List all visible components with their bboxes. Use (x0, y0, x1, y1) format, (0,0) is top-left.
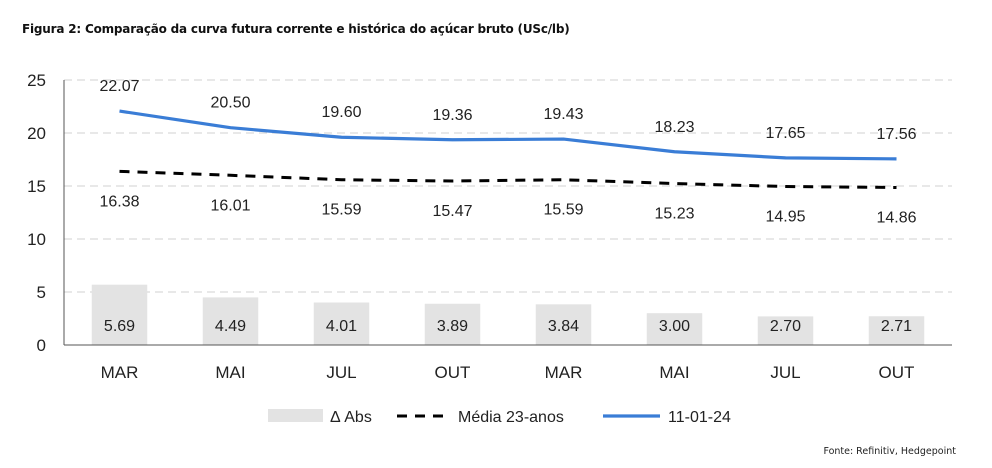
x-tick-label: OUT (879, 363, 915, 382)
avg-value-label: 14.95 (765, 209, 805, 226)
avg-value-label: 15.23 (654, 206, 694, 223)
current-value-label: 17.65 (765, 125, 805, 142)
y-tick-label: 0 (37, 336, 46, 355)
y-tick-label: 25 (27, 71, 46, 90)
x-tick-label: MAI (215, 363, 245, 382)
bar-series (91, 284, 925, 345)
legend-label: Média 23-anos (458, 409, 564, 426)
bar (535, 304, 592, 345)
y-tick-label: 15 (27, 177, 46, 196)
y-tick-label: 20 (27, 124, 46, 143)
bar-value-label: 5.69 (104, 318, 135, 335)
bar-value-label: 4.01 (326, 318, 357, 335)
bar (646, 313, 703, 345)
legend-label: 11-01-24 (668, 409, 731, 426)
bar-value-label: 2.70 (770, 318, 801, 335)
avg-value-label: 16.38 (99, 193, 139, 210)
y-axis-ticks: 0 5 10 15 20 25 (27, 71, 46, 355)
bar (868, 316, 925, 345)
x-tick-label: MAR (545, 363, 583, 382)
avg-value-label: 14.86 (876, 209, 916, 226)
x-tick-label: JUL (770, 363, 800, 382)
x-axis-ticks: MAR MAI JUL OUT MAR MAI JUL OUT (101, 363, 915, 382)
current-value-label: 20.50 (210, 95, 250, 112)
avg-line (119, 169, 897, 189)
line-series (119, 109, 897, 189)
current-curve-line (119, 109, 897, 161)
y-tick-label: 5 (37, 283, 46, 302)
x-tick-label: MAI (659, 363, 689, 382)
avg-value-label: 15.59 (543, 202, 583, 219)
avg-value-label: 15.47 (432, 203, 472, 220)
bar (91, 284, 148, 345)
current-value-label: 18.23 (654, 119, 694, 136)
source-note: Fonte: Refinitiv, Hedgepoint (823, 446, 956, 457)
axes (63, 80, 952, 346)
current-value-label: 19.60 (321, 104, 361, 121)
bar (757, 316, 814, 345)
bar-value-label: 3.84 (548, 318, 579, 335)
bar (202, 297, 259, 345)
legend-label: Δ Abs (330, 409, 372, 426)
x-tick-label: OUT (435, 363, 471, 382)
x-tick-label: MAR (101, 363, 139, 382)
current-value-label: 17.56 (876, 126, 916, 143)
avg-value-label: 15.59 (321, 202, 361, 219)
bar (313, 302, 370, 345)
current-value-label: 19.43 (543, 106, 583, 123)
data-labels: 5.69 4.49 4.01 3.89 3.84 3.00 2.70 2.71 16.38 16.… (99, 78, 916, 335)
chart-title: Figura 2: Comparação da curva futura cor… (22, 22, 570, 36)
legend: Δ Abs Média 23-anos 11-01-24 (268, 409, 731, 426)
bar-value-label: 4.49 (215, 318, 246, 335)
bar (424, 303, 481, 345)
current-value-label: 19.36 (432, 107, 472, 124)
x-tick-label: JUL (326, 363, 356, 382)
y-tick-label: 10 (27, 230, 46, 249)
legend-bar-swatch (268, 409, 323, 422)
current-value-label: 22.07 (99, 78, 139, 95)
bar-value-label: 3.00 (659, 318, 690, 335)
bar-value-label: 3.89 (437, 318, 468, 335)
bar-value-label: 2.71 (881, 318, 912, 335)
avg-value-label: 16.01 (210, 197, 250, 214)
grid-lines (64, 79, 952, 293)
